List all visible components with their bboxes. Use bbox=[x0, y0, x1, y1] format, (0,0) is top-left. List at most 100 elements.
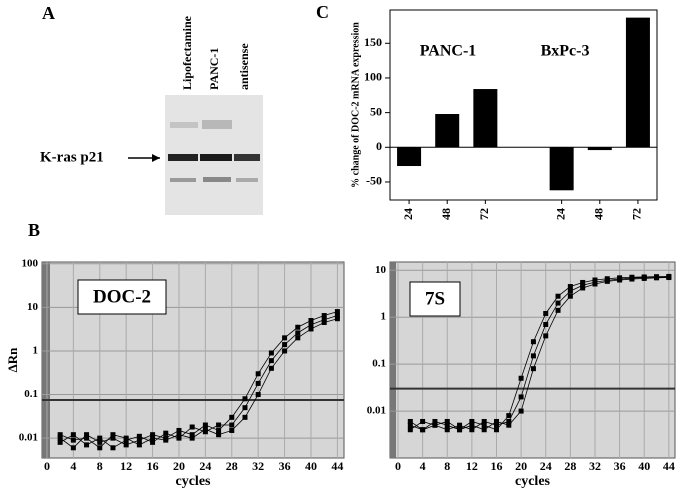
point bbox=[150, 435, 156, 441]
point bbox=[580, 279, 586, 285]
x-tick-label: 48 bbox=[439, 208, 453, 220]
x-tick-label: 24 bbox=[553, 208, 567, 220]
title-box bbox=[77, 279, 167, 315]
point bbox=[518, 375, 524, 381]
blot-band bbox=[170, 122, 198, 128]
point bbox=[334, 316, 340, 322]
bar bbox=[587, 147, 612, 151]
point bbox=[530, 366, 536, 372]
x-tick-label: 12 bbox=[466, 459, 478, 473]
point bbox=[202, 426, 208, 432]
point bbox=[255, 380, 261, 386]
y-tick-label: 10 bbox=[375, 264, 387, 276]
point bbox=[629, 276, 635, 282]
blot-band bbox=[236, 178, 258, 182]
chart-title: 7S bbox=[425, 288, 445, 309]
point bbox=[321, 317, 327, 323]
lane-label: antisense bbox=[237, 43, 251, 90]
blot-band bbox=[170, 178, 196, 182]
point bbox=[136, 442, 142, 448]
point bbox=[176, 427, 182, 433]
point bbox=[481, 418, 487, 424]
point bbox=[481, 422, 487, 428]
point bbox=[70, 432, 76, 438]
x-tick-label: 48 bbox=[592, 208, 606, 220]
point bbox=[580, 282, 586, 288]
panel-label: B bbox=[28, 220, 40, 240]
point bbox=[420, 427, 426, 433]
point bbox=[469, 427, 475, 433]
point bbox=[567, 284, 573, 290]
point bbox=[481, 427, 487, 433]
point bbox=[469, 418, 475, 424]
x-tick-label: 40 bbox=[638, 459, 650, 473]
point bbox=[567, 293, 573, 299]
bar bbox=[397, 147, 422, 167]
group-label: PANC-1 bbox=[420, 43, 477, 60]
point bbox=[110, 435, 116, 441]
point bbox=[255, 371, 261, 377]
x-tick-label: 36 bbox=[279, 459, 291, 473]
x-tick-label: 32 bbox=[252, 459, 264, 473]
y-tick-label: 0.01 bbox=[19, 432, 38, 444]
point bbox=[530, 339, 536, 345]
point bbox=[617, 277, 623, 283]
point bbox=[150, 432, 156, 438]
point bbox=[229, 427, 235, 433]
x-tick-label: 8 bbox=[97, 459, 103, 473]
series-line bbox=[59, 311, 338, 449]
point bbox=[255, 392, 261, 398]
point bbox=[654, 275, 660, 281]
y-tick-label: 1 bbox=[381, 311, 387, 323]
lane-label: Lipofectamine bbox=[180, 15, 194, 90]
point bbox=[163, 437, 169, 443]
point bbox=[420, 418, 426, 424]
blot-band bbox=[203, 177, 231, 182]
point bbox=[493, 418, 499, 424]
x-tick-label: 36 bbox=[614, 459, 626, 473]
point bbox=[308, 326, 314, 332]
panel-label: A bbox=[42, 3, 55, 23]
point bbox=[216, 427, 222, 433]
point bbox=[308, 318, 314, 324]
plot-frame bbox=[389, 9, 658, 201]
y-tick-label: 0.01 bbox=[367, 405, 386, 417]
band-label: K-ras p21 bbox=[40, 149, 104, 165]
y-axis-label: ΔRn bbox=[5, 347, 20, 373]
point bbox=[295, 324, 301, 330]
point bbox=[321, 313, 327, 319]
point bbox=[123, 442, 129, 448]
point bbox=[407, 427, 413, 433]
point bbox=[295, 330, 301, 336]
point bbox=[189, 435, 195, 441]
x-tick-label: 24 bbox=[199, 459, 211, 473]
bar bbox=[435, 114, 460, 148]
point bbox=[229, 414, 235, 420]
point bbox=[592, 281, 598, 287]
point bbox=[57, 435, 63, 441]
point bbox=[666, 275, 672, 281]
x-tick-label: 12 bbox=[120, 459, 132, 473]
x-tick-label: 20 bbox=[515, 459, 527, 473]
point bbox=[530, 353, 536, 359]
point bbox=[97, 435, 103, 441]
point bbox=[407, 418, 413, 424]
y-tick-label: -50 bbox=[366, 174, 382, 188]
point bbox=[57, 432, 63, 438]
y-tick-label: 0.1 bbox=[372, 358, 386, 370]
point bbox=[268, 358, 274, 364]
point bbox=[580, 285, 586, 291]
point bbox=[543, 310, 549, 316]
point bbox=[70, 445, 76, 451]
y-tick-label: 0 bbox=[376, 139, 382, 153]
point bbox=[555, 300, 561, 306]
arrow-head bbox=[152, 154, 160, 162]
point bbox=[84, 432, 90, 438]
group-label: BxPc-3 bbox=[541, 43, 590, 60]
point bbox=[518, 408, 524, 414]
y-tick-label: 100 bbox=[364, 70, 382, 84]
point bbox=[543, 321, 549, 327]
series-line bbox=[410, 276, 669, 431]
